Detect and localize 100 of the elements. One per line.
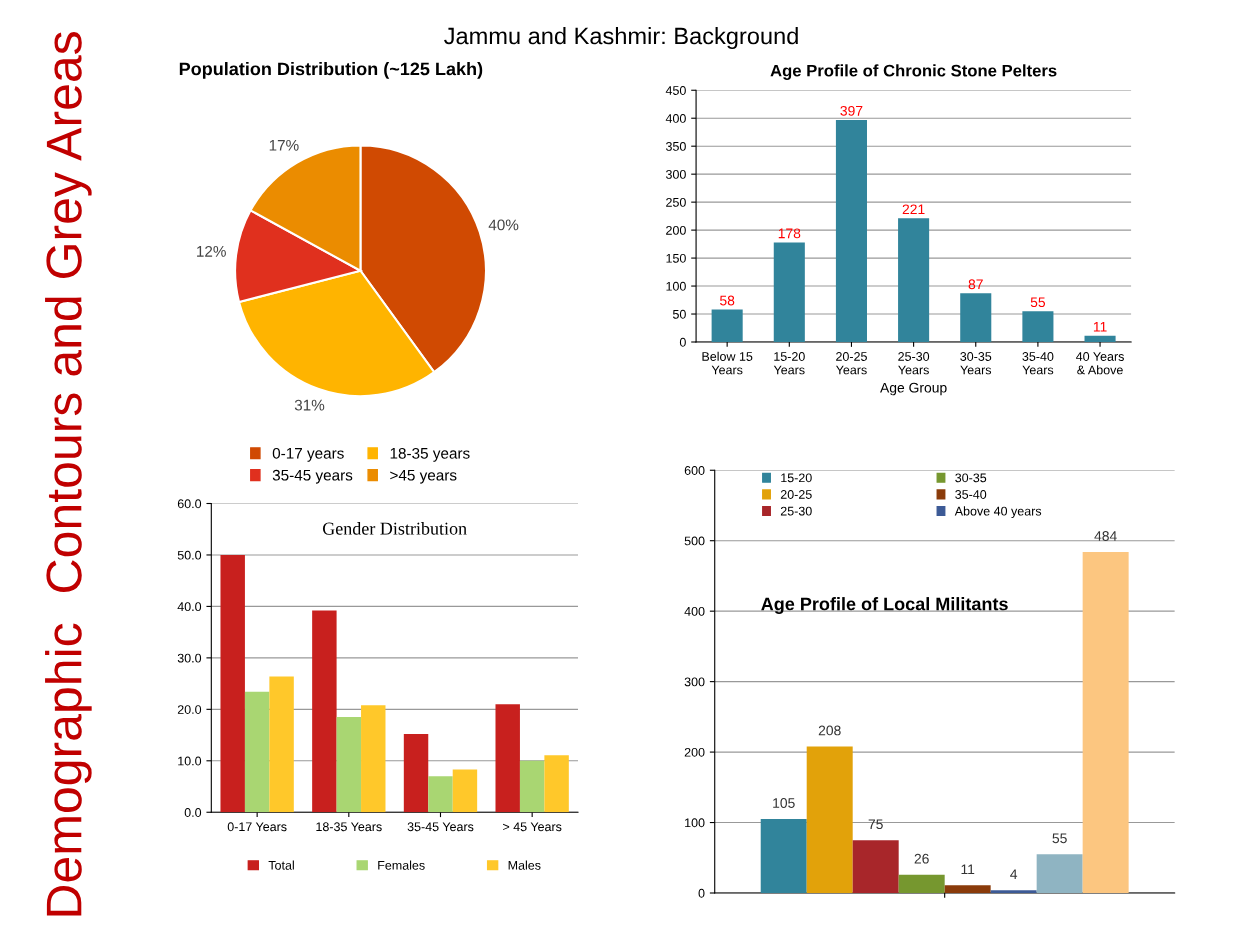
y-tick-label: 250 (666, 197, 686, 207)
data-label: 17% (269, 139, 299, 151)
x-tick-label: 20-25 Years (835, 352, 867, 375)
y-tick-label: 450 (665, 86, 686, 95)
x-tick-label: 0-17 Years (227, 822, 287, 832)
bar (544, 755, 569, 813)
bar (773, 242, 805, 342)
legend-label: 35-45 years (272, 469, 353, 484)
x-tick-label: 35-40 Years (1022, 352, 1054, 375)
y-tick-label: 300 (684, 677, 705, 687)
y-tick-label: 600 (684, 466, 705, 475)
legend-label: 0-17 years (272, 447, 344, 462)
bar (711, 309, 743, 342)
x-tick-label: 35-45 Years (407, 822, 474, 832)
x-tick-label: Below 15 Years (702, 351, 753, 375)
x-axis-title: Age Group (880, 382, 947, 396)
chart-title: Population Distribution (~125 Lakh) (179, 62, 483, 79)
bar (1036, 854, 1083, 893)
data-label: 221 (902, 204, 925, 215)
x-tick-label: 18-35 Years (316, 822, 382, 832)
x-tick-label: 25-30 Years (898, 352, 930, 375)
data-label: 4 (1010, 869, 1018, 879)
bar (960, 293, 992, 342)
data-label: 55 (1052, 833, 1067, 844)
bar (495, 704, 520, 813)
legend-label: Total (268, 860, 294, 870)
legend-label: 25-30 (780, 506, 812, 516)
data-label: 178 (778, 228, 801, 239)
legend-label: 20-25 (780, 490, 812, 499)
text: Gender Distribution (322, 522, 467, 535)
y-tick-label: 10.0 (178, 756, 202, 766)
data-label: 11 (1093, 322, 1107, 332)
x-tick-label: > 45 Years (503, 822, 562, 832)
data-label: 55 (1030, 297, 1046, 308)
text: Jammu and Kashmir: Background (444, 27, 798, 50)
y-tick-label: 30.0 (177, 653, 202, 663)
legend-label: Males (508, 860, 541, 870)
y-tick-label: 0.0 (184, 808, 202, 817)
y-tick-label: 50.0 (177, 550, 202, 560)
text: Age Profile of Local Militants (761, 597, 1008, 614)
bar (428, 776, 453, 813)
data-label: 105 (773, 798, 795, 808)
y-tick-label: 40.0 (177, 602, 202, 612)
bar (898, 874, 945, 893)
x-tick-label: 40 Years & Above (1076, 352, 1124, 375)
legend-label: 30-35 (955, 473, 987, 483)
bar (806, 746, 853, 893)
y-tick-label: 300 (665, 169, 686, 179)
legend-label: Females (378, 860, 425, 870)
bar (519, 760, 545, 813)
y-tick-label: 400 (684, 606, 705, 616)
y-tick-label: 50 (672, 309, 686, 319)
legend-label: Above 40 years (954, 506, 1042, 518)
bar (312, 610, 337, 813)
x-tick-label: 30-35 Years (960, 352, 992, 375)
bar (944, 885, 991, 893)
bar (403, 734, 429, 813)
data-label: 31% (294, 399, 325, 411)
data-label: 397 (840, 105, 863, 116)
chart-title: Age Profile of Chronic Stone Pelters (770, 64, 1057, 80)
bar (452, 769, 478, 813)
data-label: 484 (1094, 531, 1117, 541)
y-tick-label: 200 (684, 747, 705, 757)
data-label: 75 (868, 819, 883, 830)
y-tick-label: 20.0 (177, 705, 202, 714)
bar (1084, 335, 1116, 342)
data-label: 12% (197, 245, 226, 257)
y-tick-label: 350 (665, 142, 686, 151)
y-tick-label: 60.0 (177, 499, 202, 509)
data-label: 26 (914, 853, 929, 864)
y-tick-label: 500 (684, 536, 705, 546)
legend-label: 18-35 years (390, 447, 470, 462)
bar (990, 890, 1037, 893)
bar (361, 705, 386, 813)
bar (244, 691, 270, 813)
y-tick-label: 100 (666, 281, 686, 291)
data-label: 87 (968, 279, 983, 290)
y-tick-label: 0 (698, 888, 705, 898)
data-label: 58 (719, 295, 735, 306)
y-tick-label: 150 (666, 253, 686, 263)
bar (760, 819, 807, 893)
bar (1022, 311, 1054, 342)
y-tick-label: 400 (665, 114, 686, 123)
y-tick-label: 100 (685, 818, 705, 828)
data-label: 11 (961, 864, 975, 875)
legend-label: 15-20 (781, 473, 812, 483)
text: Demographic Contours and Grey Areas (45, 32, 92, 916)
data-label: 208 (818, 725, 841, 736)
bar (835, 119, 867, 342)
y-tick-label: 200 (666, 225, 686, 235)
bar (852, 840, 899, 893)
bar (269, 676, 294, 813)
legend-label: 35-40 (955, 490, 987, 499)
legend-label: >45 years (390, 469, 457, 484)
bar (220, 554, 245, 813)
data-label: 40% (488, 219, 519, 231)
bar (1082, 551, 1129, 893)
x-tick-label: 15-20 Years (773, 352, 805, 375)
y-tick-label: 0 (679, 337, 686, 347)
bar (898, 218, 930, 342)
